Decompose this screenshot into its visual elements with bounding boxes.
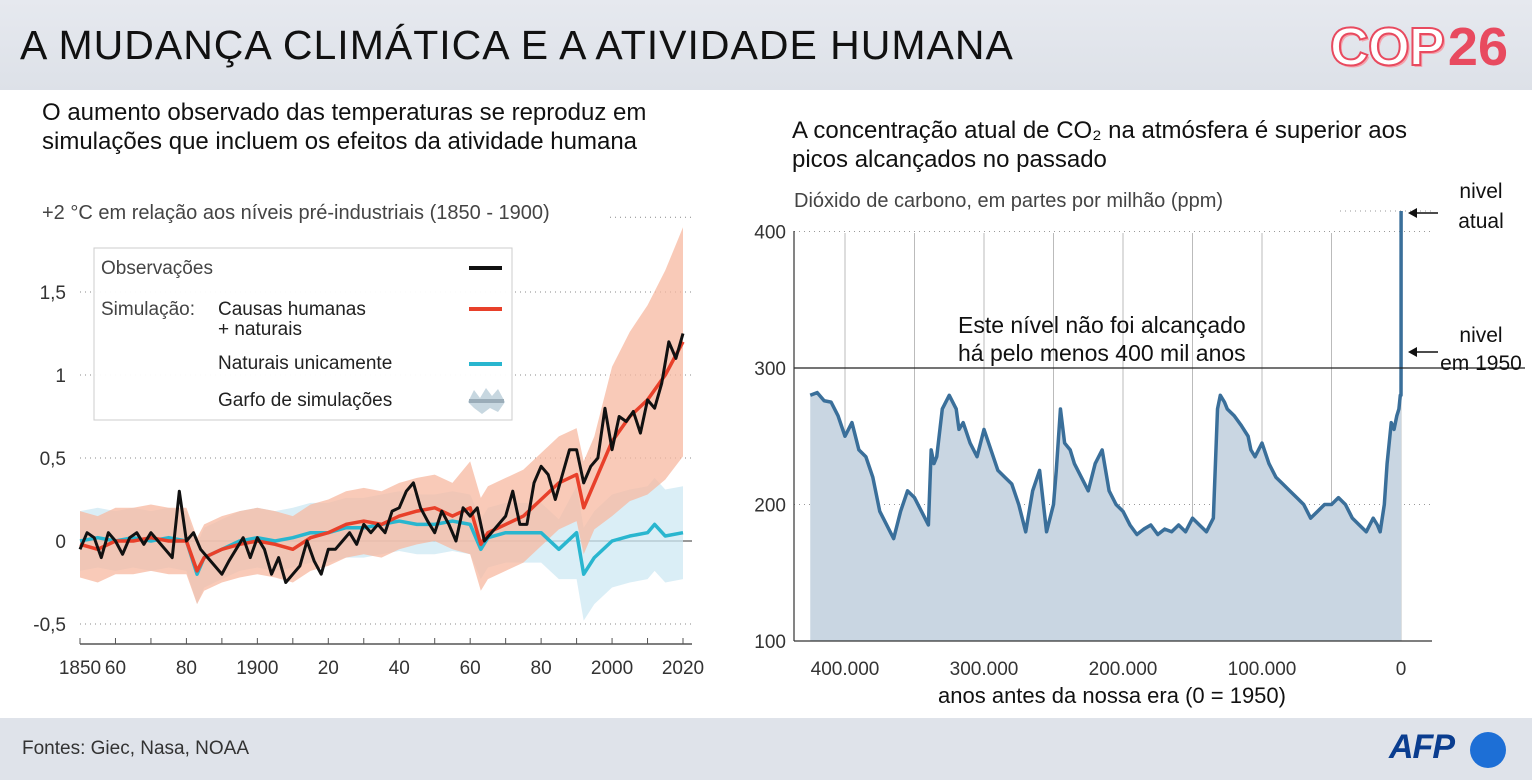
legend-label-human-natural: Causas humanas xyxy=(218,299,366,320)
y-tick-label: 0,5 xyxy=(40,449,66,470)
observations-line xyxy=(78,333,685,584)
co2-area xyxy=(810,211,1402,641)
annotation-not-reached-line2: há pelo menos 400 mil anos xyxy=(958,340,1246,366)
temperature-chart: O aumento observado das temperaturas se … xyxy=(0,90,720,718)
y-tick-label: 200 xyxy=(754,496,786,517)
co2-chart-unit: Dióxido de carbono, em partes por milhão… xyxy=(794,190,1224,212)
y-tick-label: 300 xyxy=(754,359,786,380)
temperature-chart-unit: +2 °C em relação aos níveis pré-industri… xyxy=(42,202,550,224)
co2-chart-title: A concentração atual de CO₂ na atmósfera… xyxy=(792,117,1407,173)
x-tick-label: 60 xyxy=(460,658,481,679)
x-tick-label: 300.000 xyxy=(950,659,1019,680)
header-bar: A MUDANÇA CLIMÁTICA E A ATIVIDADE HUMANA… xyxy=(0,0,1532,90)
afp-logo-dot xyxy=(1470,732,1506,768)
annotation-1950-arrowhead xyxy=(1408,347,1417,357)
x-tick-label: 80 xyxy=(531,658,552,679)
x-tick-label: 0 xyxy=(1396,659,1407,680)
y-tick-label: 1,5 xyxy=(40,283,66,304)
y-tick-label: -0,5 xyxy=(33,615,66,636)
legend-header-simulation: Simulação: xyxy=(101,299,195,320)
legend-box xyxy=(93,247,513,421)
legend-label-range: Garfo de simulações xyxy=(218,390,392,411)
legend-label-human-natural-2: + naturais xyxy=(218,319,302,340)
x-tick-label: 2020 xyxy=(662,658,704,679)
cop-logo-number: 26 xyxy=(1447,17,1508,77)
x-tick-label: 400.000 xyxy=(811,659,880,680)
co2-chart: A concentração atual de CO₂ na atmósfera… xyxy=(720,90,1532,718)
x-tick-label: 60 xyxy=(105,658,126,679)
legend-label-natural-only: Naturais unicamente xyxy=(218,353,392,374)
y-tick-label: 1 xyxy=(55,366,66,387)
x-tick-label: 40 xyxy=(389,658,410,679)
annotation-1950-line2: em 1950 xyxy=(1440,352,1522,375)
y-tick-label: 400 xyxy=(754,223,786,244)
y-tick-label: 100 xyxy=(754,632,786,653)
annotation-current-line2: atual xyxy=(1458,210,1504,233)
x-axis-label: anos antes da nossa era (0 = 1950) xyxy=(938,683,1286,708)
annotation-not-reached-line1: Este nível não foi alcançado xyxy=(958,312,1246,338)
cop-logo-text: COP xyxy=(1329,16,1446,78)
annotation-1950-line1: nivel xyxy=(1459,324,1502,347)
co2-chart-plot: 100 200 300 400 400.000 300.000 200.000 100.000… xyxy=(754,180,1525,708)
co2-line xyxy=(809,211,1403,541)
x-tick-label: 1850 xyxy=(59,658,101,679)
page-title: A MUDANÇA CLIMÁTICA E A ATIVIDADE HUMANA xyxy=(20,22,1014,68)
cop26-logo: COP26 xyxy=(1329,16,1508,78)
x-tick-label: 20 xyxy=(318,658,339,679)
sources-text: Fontes: Giec, Nasa, NOAA xyxy=(22,738,250,759)
x-tick-label: 200.000 xyxy=(1089,659,1158,680)
afp-logo-text: AFP xyxy=(1389,728,1455,766)
x-tick-label: 1900 xyxy=(236,658,278,679)
x-tick-label: 80 xyxy=(176,658,197,679)
temperature-chart-title: O aumento observado das temperaturas se … xyxy=(42,99,647,155)
x-tick-label: 2000 xyxy=(591,658,633,679)
y-tick-label: 0 xyxy=(55,532,66,553)
legend-label-observations: Observações xyxy=(101,258,213,279)
annotation-current-line1: nivel xyxy=(1459,180,1502,203)
annotation-current-arrowhead xyxy=(1408,208,1417,219)
footer-bar: Fontes: Giec, Nasa, NOAA AFP xyxy=(0,718,1532,780)
x-tick-label: 100.000 xyxy=(1228,659,1297,680)
